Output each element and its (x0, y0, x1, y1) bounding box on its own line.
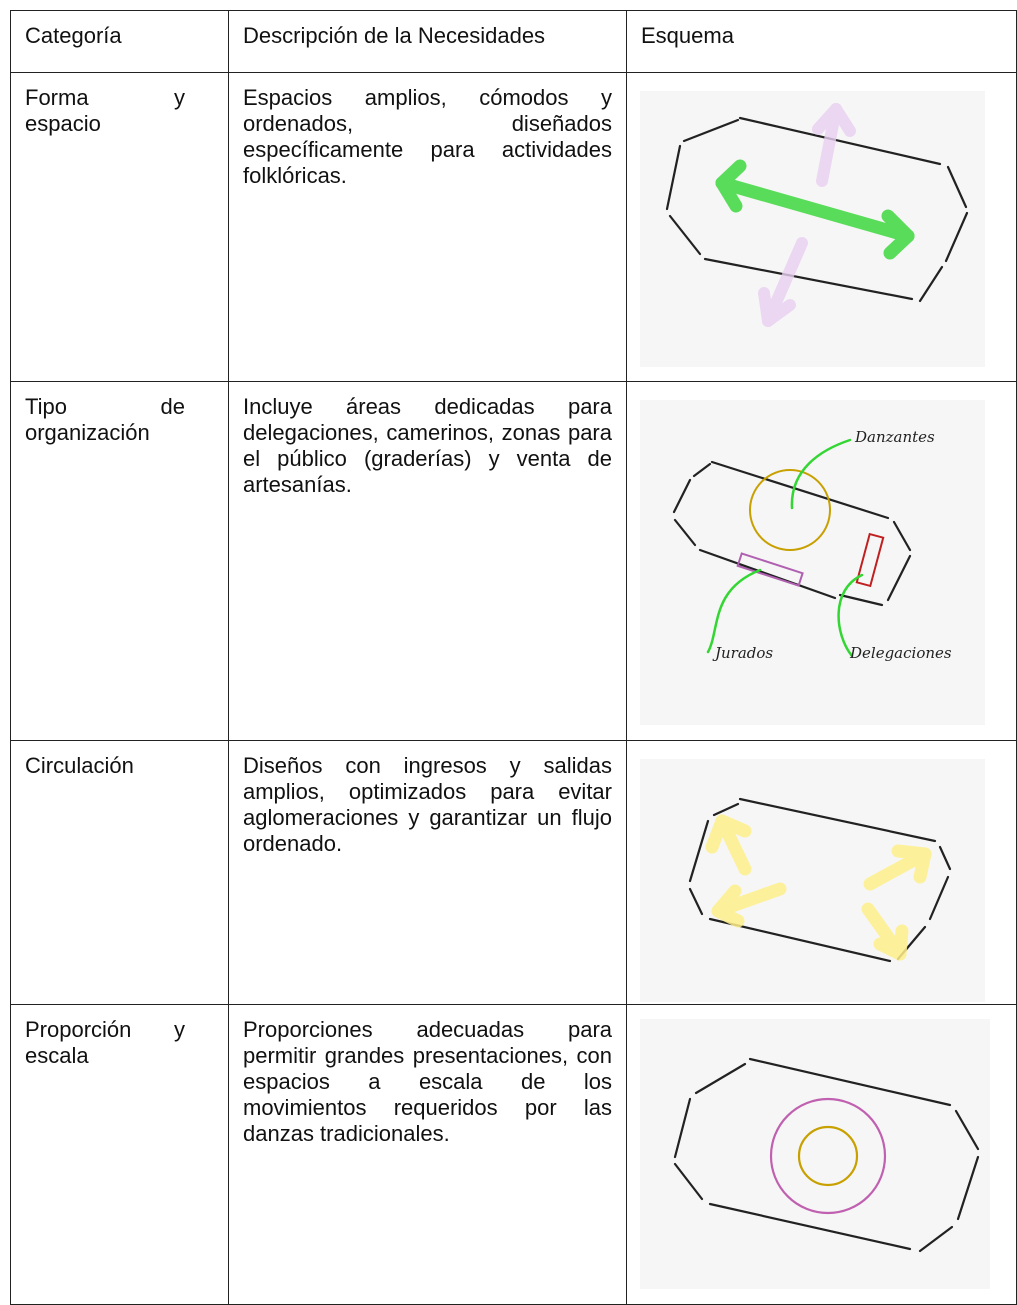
category-cell: Forma y espacio (10, 72, 229, 382)
category: Forma y espacio (25, 85, 185, 136)
sketch-label: Jurados (712, 644, 773, 662)
row: Proporción y escala Proporciones adecuad… (10, 1004, 1017, 1305)
sketch (640, 91, 985, 367)
sketch-cell (626, 1004, 1017, 1305)
row: Forma y espacio Espacios amplios, cómodo… (10, 72, 1017, 382)
sketch: Danzantes Jurados Delegaciones (640, 400, 985, 725)
sketch (640, 759, 985, 1002)
description: Diseños con ingresos y salidas amplios, … (228, 740, 627, 1005)
header-cell: Descripción de la Necesidades (228, 10, 627, 73)
category: Tipo de organización (25, 394, 185, 445)
category-cell: Tipo de organización (10, 381, 229, 741)
header-cell: Esquema (626, 10, 1017, 73)
row: Circulación Diseños con ingresos y salid… (10, 740, 1017, 1005)
description: Espacios amplios, cómodos y ordenados, d… (228, 72, 627, 382)
row: Tipo de organización Incluye áreas dedic… (10, 381, 1017, 741)
sketch (640, 1019, 990, 1289)
header-cell: Categoría (10, 10, 229, 73)
description: Proporciones adecuadas para permitir gra… (228, 1004, 627, 1305)
sketch-label: Danzantes (854, 428, 935, 446)
sketch-cell (626, 72, 1017, 382)
category-cell: Proporción y escala (10, 1004, 229, 1305)
needs-table: Categoría Descripción de la Necesidades … (10, 10, 1017, 1305)
sketch-label: Delegaciones (849, 644, 952, 662)
sketch-cell: Danzantes Jurados Delegaciones (626, 381, 1017, 741)
header-row: Categoría Descripción de la Necesidades … (10, 10, 1017, 73)
description: Incluye áreas dedicadas para delegacione… (228, 381, 627, 741)
category-cell: Circulación (10, 740, 229, 1005)
category: Proporción y escala (25, 1017, 185, 1068)
sketch-cell (626, 740, 1017, 1005)
category: Circulación (25, 753, 134, 778)
